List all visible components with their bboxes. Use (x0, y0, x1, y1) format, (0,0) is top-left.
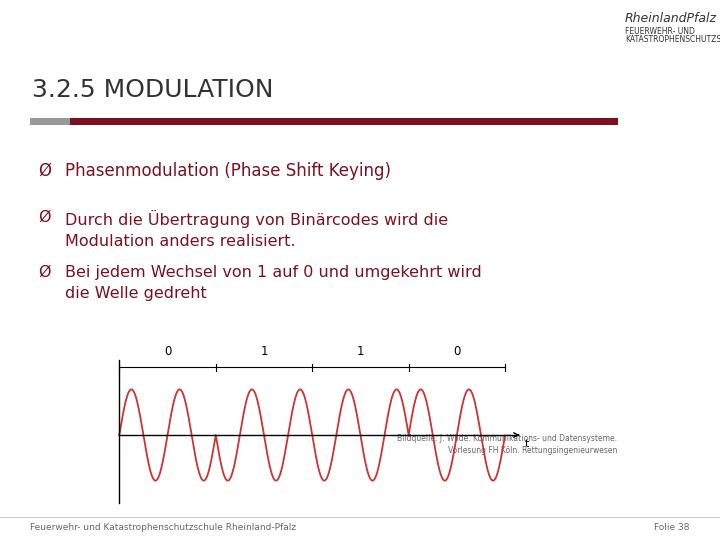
Text: Ø: Ø (38, 210, 50, 225)
Text: Feuerwehr- und Katastrophenschutzschule Rheinland-Pfalz: Feuerwehr- und Katastrophenschutzschule … (30, 523, 296, 531)
Text: 1: 1 (356, 346, 364, 359)
Text: 0: 0 (453, 346, 461, 359)
Bar (30, 118, 70, 125)
Text: RheinlandPfalz: RheinlandPfalz (625, 11, 717, 24)
Text: Ø: Ø (38, 162, 51, 180)
Text: Folie 38: Folie 38 (654, 523, 690, 531)
Text: Ø: Ø (38, 265, 50, 280)
Bar (0, 517, 720, 518)
Text: Bei jedem Wechsel von 1 auf 0 und umgekehrt wird
die Welle gedreht: Bei jedem Wechsel von 1 auf 0 und umgeke… (65, 265, 482, 301)
Text: 3.2.5 MODULATION: 3.2.5 MODULATION (32, 78, 274, 102)
Text: FEUERWEHR- UND: FEUERWEHR- UND (625, 28, 695, 37)
Text: Durch die Übertragung von Binärcodes wird die
Modulation anders realisiert.: Durch die Übertragung von Binärcodes wir… (65, 210, 448, 249)
Bar (70, 118, 618, 125)
Text: KATASTROPHENSCHUTZSCHULE: KATASTROPHENSCHUTZSCHULE (625, 36, 720, 44)
Text: Bildquelle: J. Wilde. Kommunikations- und Datensysteme.
Vorlesung FH Köln. Rettu: Bildquelle: J. Wilde. Kommunikations- un… (397, 434, 617, 455)
Bar (580, 0, 720, 60)
Text: t: t (524, 438, 528, 449)
Text: 1: 1 (260, 346, 268, 359)
Text: 0: 0 (164, 346, 171, 359)
Text: Phasenmodulation (Phase Shift Keying): Phasenmodulation (Phase Shift Keying) (65, 162, 391, 180)
